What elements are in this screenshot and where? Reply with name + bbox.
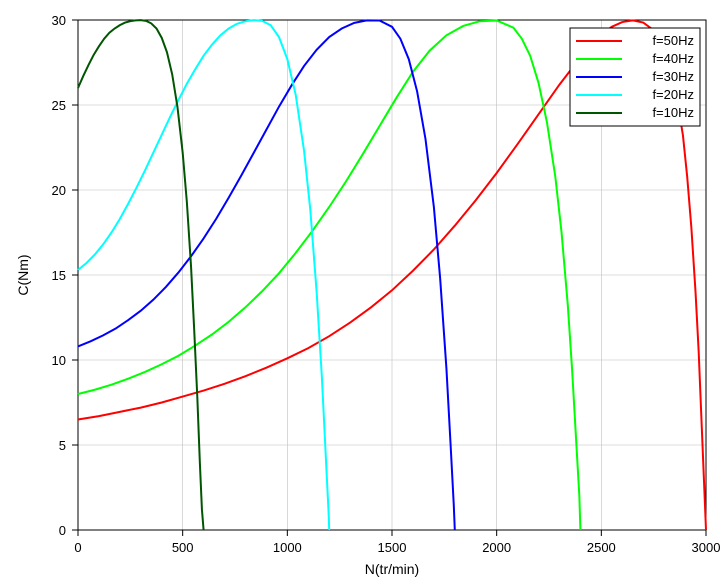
chart-svg: 0 500 1000 1500 2000 2500 3000 0 5 10 15 20 25 30 N(tr… [0,0,728,579]
x-tick-label: 1500 [378,540,407,555]
x-axis-label: N(tr/min) [365,561,419,577]
x-tick-label: 2500 [587,540,616,555]
y-tick-label: 5 [59,438,66,453]
y-tick-label: 30 [52,13,66,28]
y-tick-label: 20 [52,183,66,198]
legend-label: f=10Hz [652,105,694,120]
y-tick-label: 25 [52,98,66,113]
x-tick-label: 2000 [482,540,511,555]
legend-label: f=50Hz [652,33,694,48]
y-tick-label: 10 [52,353,66,368]
x-tick-label: 0 [74,540,81,555]
x-tick-label: 1000 [273,540,302,555]
y-tick-label: 15 [52,268,66,283]
x-tick-label: 3000 [692,540,721,555]
legend-label: f=30Hz [652,69,694,84]
y-axis-label: C(Nm) [15,254,31,295]
legend-label: f=40Hz [652,51,694,66]
legend-label: f=20Hz [652,87,694,102]
y-tick-label: 0 [59,523,66,538]
torque-speed-chart: 0 500 1000 1500 2000 2500 3000 0 5 10 15 20 25 30 N(tr… [0,0,728,579]
x-tick-label: 500 [172,540,194,555]
